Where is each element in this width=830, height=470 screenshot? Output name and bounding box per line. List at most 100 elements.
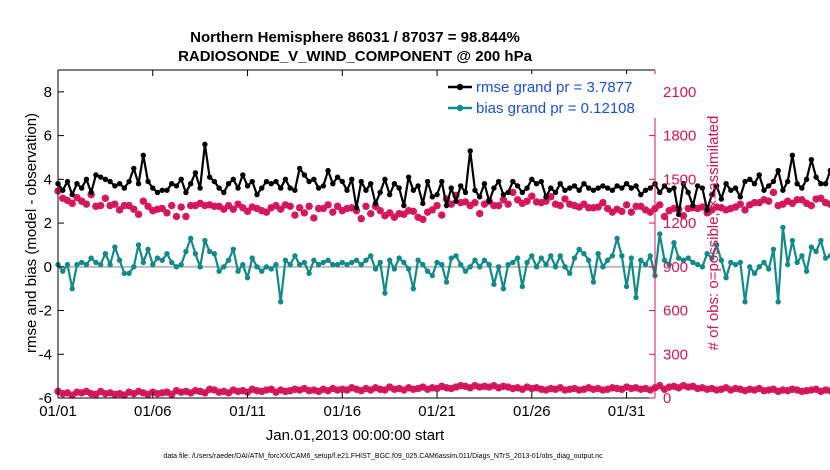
obs-assimilated-point (329, 208, 337, 216)
obs-assimilated-point (390, 213, 399, 221)
bias-point (358, 261, 364, 268)
y-tick-label: -2 (39, 303, 52, 320)
x-axis-ticks: 01/01 01/06 01/11 01/16 01/21 01/26 01/31 (39, 70, 645, 420)
bias-point (116, 257, 123, 263)
obs-assimilated-point (191, 387, 200, 395)
obs-assimilated-point (234, 387, 242, 396)
obs-assimilated-point (362, 202, 370, 210)
obs-assimilated-point (338, 385, 346, 393)
obs-assimilated-point (547, 193, 555, 201)
bias-point (439, 261, 445, 268)
bias-point (420, 261, 426, 268)
obs-assimilated-point (338, 207, 346, 215)
rmse-point (301, 172, 308, 178)
obs-assimilated-point (812, 385, 820, 393)
obs-assimilated-point (101, 194, 109, 202)
obs-assimilated-point (144, 202, 152, 210)
rmse-point (595, 185, 601, 191)
rmse-point (657, 189, 663, 196)
rmse-point (458, 183, 464, 189)
bias-point (187, 235, 194, 242)
obs-assimilated-point (613, 384, 621, 393)
obs-assimilated-point (106, 389, 114, 397)
bias-point (391, 266, 398, 272)
bias-point (287, 261, 293, 268)
legend: rmse grand pr = 3.7877 bias grand pr = 0… (442, 74, 660, 118)
obs-assimilated-point (220, 387, 228, 396)
obs-assimilated-point (670, 382, 678, 390)
rmse-point (415, 183, 421, 189)
rmse-point (803, 176, 810, 183)
obs-assimilated-point (229, 205, 237, 213)
plot-area (58, 70, 655, 398)
rmse-point (292, 187, 298, 193)
rmse-point (368, 181, 374, 187)
obs-assimilated-point (570, 201, 579, 210)
obs-assimilated-point (807, 386, 815, 394)
rmse-point (709, 191, 715, 198)
y2-tick-label: 300 (663, 346, 688, 363)
bias-point (500, 285, 507, 292)
bias-point (590, 279, 597, 285)
obs-assimilated-point (760, 196, 768, 204)
obs-assimilated-point (258, 387, 266, 396)
bias-point (491, 281, 497, 287)
obs-assimilated-point (92, 202, 100, 210)
bias-point (230, 246, 237, 253)
rmse-point (761, 187, 767, 193)
obs-assimilated-point (428, 384, 436, 392)
obs-assimilated-point (215, 388, 223, 396)
obs-assimilated-point (665, 207, 673, 215)
rmse-point (372, 200, 379, 207)
rmse-point (581, 181, 587, 187)
obs-assimilated-point (604, 385, 612, 393)
obs-assimilated-point (319, 204, 327, 213)
rmse-point (694, 183, 701, 189)
obs-assimilated-point (793, 196, 801, 204)
series-rmse (55, 141, 830, 218)
rmse-point (211, 178, 218, 185)
obs-assimilated-point (641, 384, 650, 393)
legend-bias-label: bias grand pr = 0.12108 (476, 100, 635, 117)
bias-point (372, 266, 379, 272)
obs-assimilated-point (352, 385, 361, 393)
obs-assimilated-point (111, 390, 119, 398)
obs-assimilated-point (769, 188, 778, 197)
obs-assimilated-point (438, 382, 446, 390)
bias-point (339, 259, 345, 266)
obs-assimilated-point (262, 386, 271, 394)
bias-point (88, 255, 94, 261)
rmse-point (675, 211, 682, 218)
bias-point (472, 257, 478, 263)
obs-assimilated-point (139, 389, 147, 397)
rmse-point (609, 187, 616, 193)
rmse-point (74, 181, 80, 187)
obs-assimilated-point (253, 387, 261, 395)
bias-point (268, 266, 274, 272)
obs-assimilated-point (817, 387, 825, 396)
rmse-point (197, 185, 203, 191)
rmse-point (472, 187, 478, 193)
bias-point (97, 261, 104, 268)
obs-assimilated-point (442, 384, 451, 392)
bias-point (799, 253, 805, 259)
bias-point (808, 244, 815, 250)
obs-assimilated-point (433, 201, 441, 210)
x-tick-label: 01/01 (39, 403, 77, 420)
rmse-point (628, 185, 635, 191)
rmse-point (405, 174, 412, 180)
obs-assimilated-point (575, 203, 583, 211)
y2-tick-label: 1500 (663, 171, 696, 188)
obs-assimilated-point (608, 208, 616, 216)
rmse-point (713, 183, 720, 189)
rmse-point (69, 191, 75, 198)
obs-assimilated-point (215, 202, 223, 210)
bias-point (780, 224, 786, 231)
bias-point (249, 255, 255, 261)
rmse-point (756, 172, 762, 178)
obs-assimilated-point (807, 201, 815, 210)
obs-assimilated-point (566, 385, 574, 393)
obs-assimilated-point (599, 386, 607, 394)
rmse-point (690, 202, 696, 209)
